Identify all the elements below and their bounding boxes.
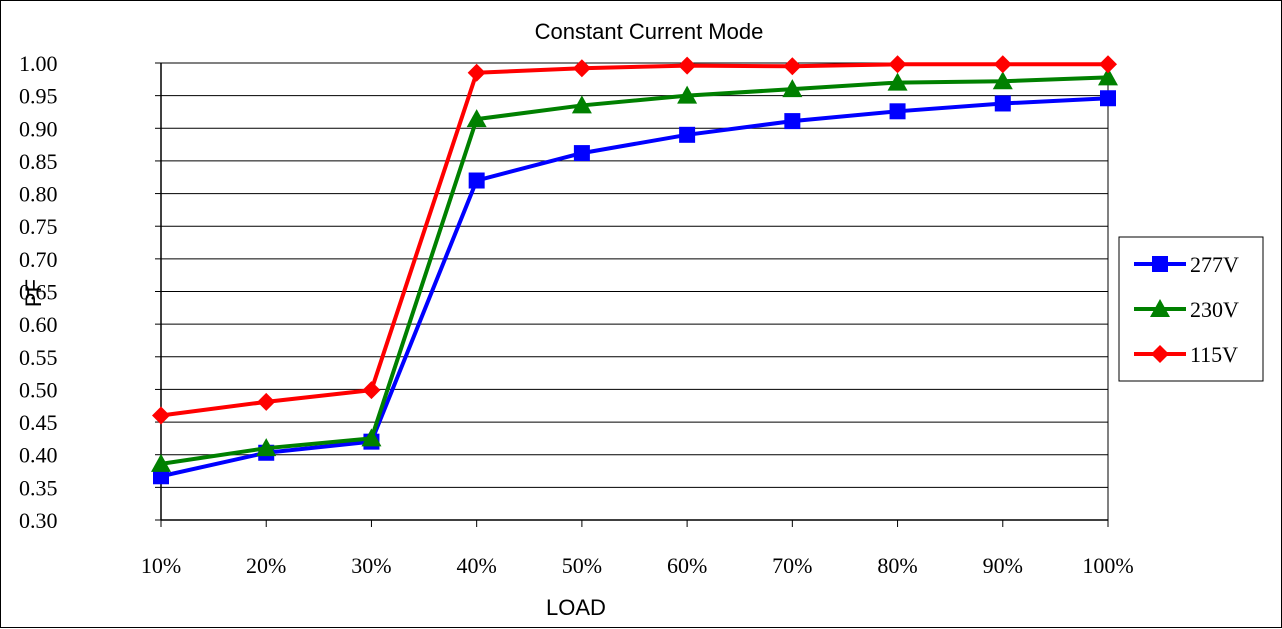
- legend-label: 277V: [1190, 252, 1239, 277]
- data-point-277V: [679, 126, 696, 143]
- y-tick-label: 0.35: [19, 475, 58, 500]
- x-tick-label: 30%: [351, 553, 391, 578]
- x-tick-label: 100%: [1082, 553, 1133, 578]
- x-tick-label: 10%: [141, 553, 181, 578]
- chart-title: Constant Current Mode: [535, 19, 764, 44]
- x-axis-label: LOAD: [546, 595, 606, 620]
- y-tick-label: 0.65: [19, 280, 58, 305]
- x-tick-label: 80%: [877, 553, 917, 578]
- y-tick-label: 0.60: [19, 312, 58, 337]
- data-point-277V: [153, 468, 169, 485]
- x-tick-label: 90%: [983, 553, 1023, 578]
- data-point-115V: [152, 406, 170, 425]
- data-point-115V: [783, 57, 802, 76]
- series-lines: [151, 55, 1118, 485]
- data-point-230V: [1098, 67, 1118, 86]
- x-tick-label: 60%: [667, 553, 707, 578]
- y-tick-label: 0.75: [19, 214, 58, 239]
- data-point-230V: [887, 72, 908, 91]
- data-point-230V: [466, 109, 487, 128]
- y-tick-label: 0.50: [19, 377, 58, 402]
- gridlines: [161, 62, 1108, 521]
- data-point-230V: [151, 453, 171, 472]
- legend-label: 115V: [1190, 342, 1238, 367]
- data-point-115V: [467, 63, 486, 82]
- y-tick-label: 0.90: [19, 116, 58, 141]
- data-point-115V: [1099, 55, 1117, 74]
- data-point-230V: [256, 438, 277, 457]
- data-point-115V: [993, 55, 1012, 74]
- series-line-115V: [160, 62, 1108, 418]
- data-point-115V: [678, 56, 697, 75]
- y-tick-label: 0.40: [19, 443, 58, 468]
- x-tick-label: 40%: [457, 553, 497, 578]
- y-tick-label: 0.45: [19, 410, 58, 435]
- y-tick-label: 0.95: [19, 84, 58, 109]
- axes: 0.30 0.35 0.40 0.45 0.50 0.55 0.60 0.65 0.70 0.75…: [19, 51, 1134, 578]
- data-point-230V: [677, 85, 698, 104]
- data-point-115V: [257, 392, 276, 411]
- y-tick-label: 0.70: [19, 247, 58, 272]
- legend-marker: [1150, 299, 1170, 317]
- data-point-277V: [994, 95, 1011, 112]
- data-point-277V: [573, 145, 590, 162]
- x-tick-label: 20%: [246, 553, 286, 578]
- data-point-277V: [889, 103, 906, 120]
- data-point-230V: [361, 428, 382, 447]
- data-point-277V: [468, 172, 485, 189]
- y-tick-label: 0.80: [19, 182, 58, 207]
- data-point-277V: [1100, 90, 1116, 107]
- y-tick-label: 0.85: [19, 149, 58, 174]
- y-tick-label: 0.30: [19, 508, 58, 533]
- y-tick-label: 0.55: [19, 345, 58, 370]
- data-point-115V: [572, 59, 591, 78]
- y-axis-label: PF: [21, 279, 46, 307]
- data-point-115V: [362, 381, 381, 400]
- x-tick-label: 50%: [562, 553, 602, 578]
- data-point-277V: [784, 113, 801, 130]
- y-tick-label: 1.00: [19, 51, 58, 76]
- legend-marker: [1152, 256, 1168, 272]
- series-line-230V: [160, 75, 1109, 466]
- legend: 277V 230V 115V: [1118, 236, 1264, 382]
- series-line-277V: [160, 96, 1109, 479]
- data-point-230V: [571, 95, 592, 114]
- legend-label: 230V: [1190, 297, 1239, 322]
- data-point-230V: [782, 79, 803, 98]
- data-point-115V: [888, 55, 907, 74]
- data-point-230V: [992, 71, 1013, 90]
- x-tick-label: 70%: [772, 553, 812, 578]
- legend-marker: [1151, 345, 1169, 363]
